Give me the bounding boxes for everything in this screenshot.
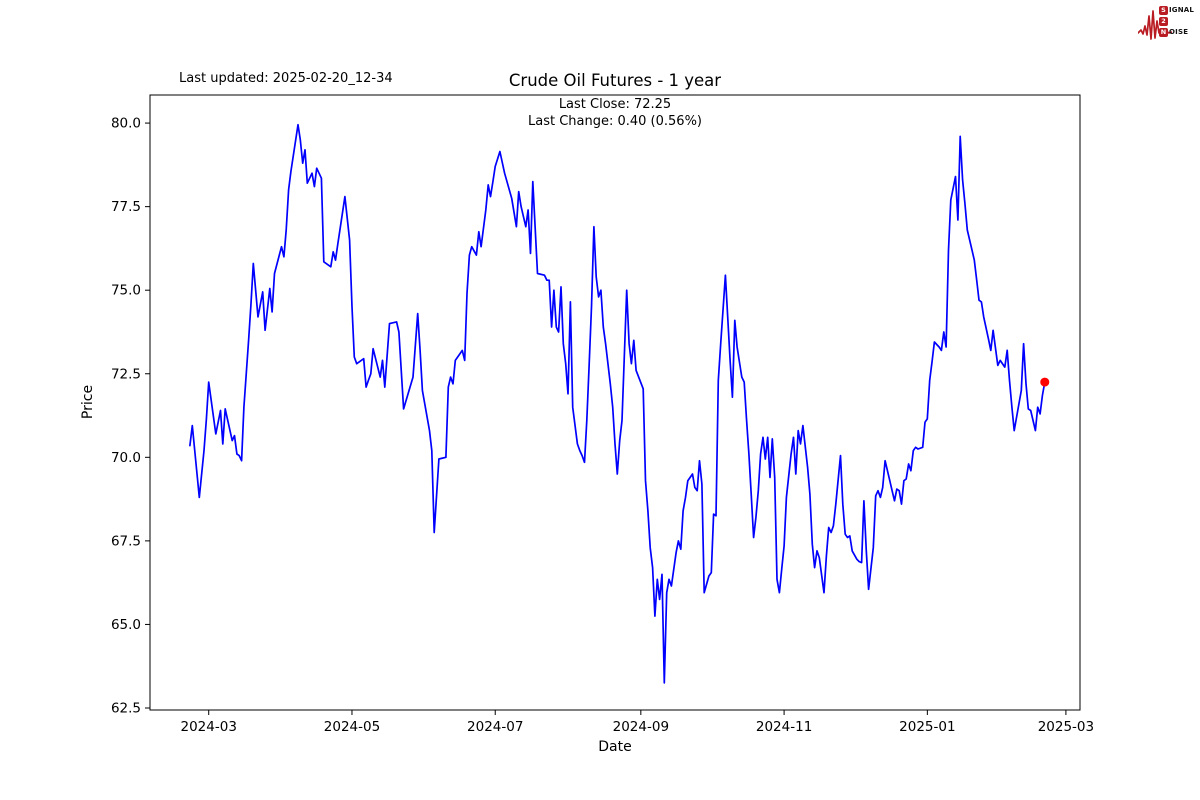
logo-row-2: 2 xyxy=(1159,17,1194,26)
x-tick-label: 2025-01 xyxy=(899,719,955,735)
logo-letter-n-box: N xyxy=(1159,28,1168,37)
last-close-annotation: Last Close: 72.25 xyxy=(558,97,672,112)
x-tick-label: 2024-11 xyxy=(756,719,812,735)
plot-border xyxy=(149,94,1081,711)
y-tick-label: 67.5 xyxy=(111,533,141,549)
y-axis-label: Price xyxy=(80,384,96,420)
x-tick-label: 2024-05 xyxy=(324,719,380,735)
y-tick-label: 77.5 xyxy=(111,199,141,215)
logo-word-noise: OISE xyxy=(1169,28,1189,36)
x-tick-label: 2024-09 xyxy=(613,719,669,735)
last-close-marker xyxy=(1040,377,1050,387)
last-updated-stamp: Last updated: 2025-02-20_12-34 xyxy=(179,71,393,86)
y-tick-label: 62.5 xyxy=(111,700,141,716)
y-tick-label: 75.0 xyxy=(111,283,141,299)
logo-text: S IGNAL 2 N OISE xyxy=(1159,6,1194,37)
logo-letter-s-box: S xyxy=(1159,6,1168,15)
y-tick-label: 70.0 xyxy=(111,450,141,466)
chart-title: Crude Oil Futures - 1 year xyxy=(508,71,722,90)
logo-row-noise: N OISE xyxy=(1159,28,1194,37)
x-tick-label: 2025-03 xyxy=(1038,719,1094,735)
y-tick-label: 72.5 xyxy=(111,366,141,382)
y-tick-label: 80.0 xyxy=(111,116,141,132)
price-line xyxy=(189,123,1046,684)
y-tick-label: 65.0 xyxy=(111,617,141,633)
signal2noise-logo: S IGNAL 2 N OISE xyxy=(1138,4,1196,46)
x-tick-label: 2024-03 xyxy=(181,719,237,735)
last-change-annotation: Last Change: 0.40 (0.56%) xyxy=(527,114,702,129)
logo-row-signal: S IGNAL xyxy=(1159,6,1194,15)
logo-letter-2-box: 2 xyxy=(1159,17,1168,26)
logo-word-signal: IGNAL xyxy=(1169,6,1195,14)
x-tick-label: 2024-07 xyxy=(467,719,523,735)
x-axis-label: Date xyxy=(598,739,632,755)
